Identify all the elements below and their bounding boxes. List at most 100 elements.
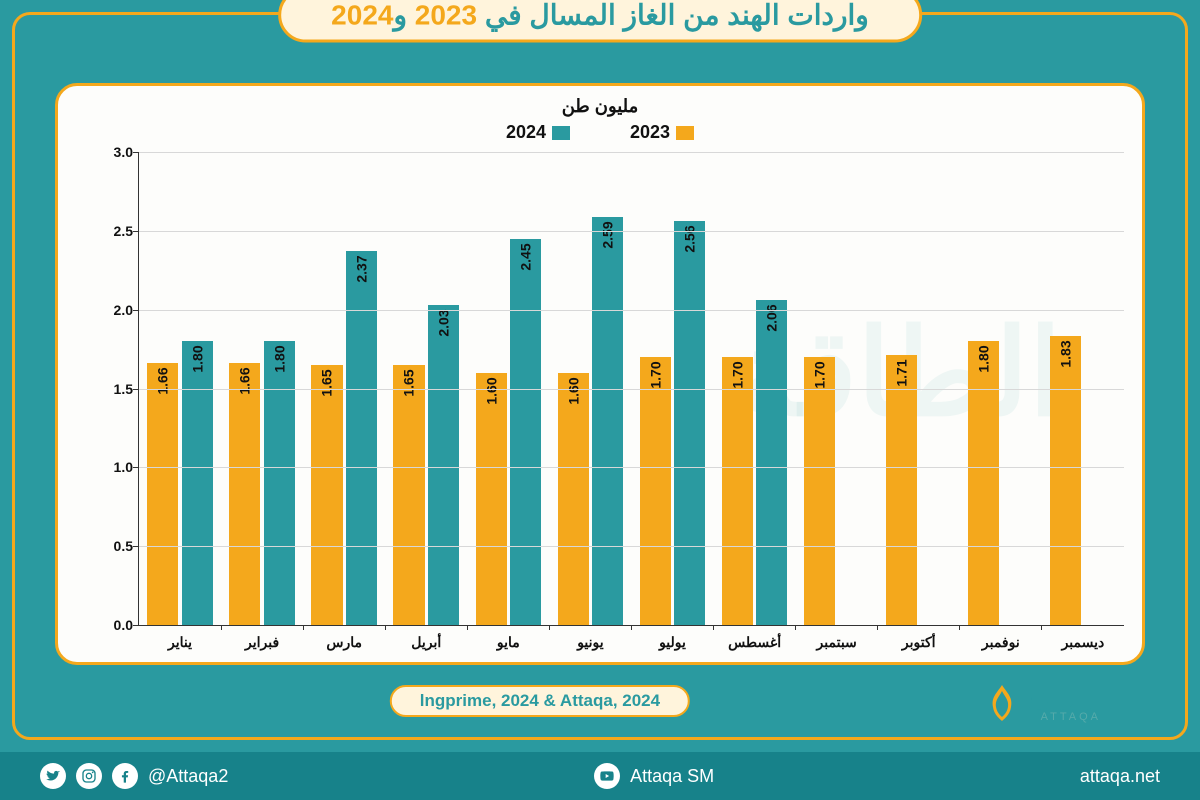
- x-axis-month-label: يناير: [139, 634, 221, 651]
- y-tick: [133, 546, 139, 547]
- bar-value-label: 1.80: [271, 346, 287, 373]
- chart-title: واردات الهند من الغاز المسال في 2023 و20…: [331, 0, 869, 31]
- bar-value-label: 1.60: [483, 377, 499, 404]
- facebook-icon: [112, 763, 138, 789]
- y-tick: [133, 152, 139, 153]
- bar-value-label: 1.66: [237, 368, 253, 395]
- source-text: lngprime, 2024 & Attaqa, 2024: [420, 691, 660, 710]
- x-axis-month-label: أبريل: [385, 634, 467, 651]
- bar-2023: 1.66: [229, 363, 260, 625]
- bar-value-label: 1.80: [976, 346, 992, 373]
- bar-2023: 1.60: [558, 373, 589, 625]
- y-tick: [133, 625, 139, 626]
- x-axis-month-label: فبراير: [221, 634, 303, 651]
- bar-value-label: 1.70: [811, 361, 827, 388]
- footer-social-mid: Attaqa SM: [594, 763, 714, 789]
- bar-value-label: 1.70: [729, 361, 745, 388]
- bar-value-label: 1.80: [189, 346, 205, 373]
- footer-site-text: attaqa.net: [1080, 766, 1160, 787]
- grid-line: [139, 152, 1124, 153]
- x-axis-month-label: يونيو: [549, 634, 631, 651]
- brand-name-en: ATTAQA: [1041, 711, 1101, 723]
- x-axis-month-label: أغسطس: [714, 634, 796, 651]
- legend-label-2024: 2024: [506, 122, 546, 143]
- x-axis-month-label: أكتوبر: [878, 634, 960, 651]
- x-tick: [303, 625, 304, 630]
- footer-youtube-name: Attaqa SM: [630, 766, 714, 787]
- title-year-2: 2024: [331, 0, 393, 31]
- bar-2023: 1.60: [476, 373, 507, 625]
- bar-2024: 2.37: [346, 251, 377, 625]
- grid-line: [139, 389, 1124, 390]
- grid-line: [139, 310, 1124, 311]
- bar-value-label: 2.03: [436, 309, 452, 336]
- bar-2024: 2.59: [592, 217, 623, 625]
- bar-2023: 1.70: [722, 357, 753, 625]
- bar-value-label: 1.71: [894, 360, 910, 387]
- x-axis-month-label: ديسمبر: [1042, 634, 1124, 651]
- y-tick: [133, 467, 139, 468]
- title-prefix: واردات الهند من الغاز المسال في: [477, 0, 869, 31]
- y-tick-label: 3.0: [99, 144, 133, 160]
- youtube-icon: [594, 763, 620, 789]
- bar-2023: 1.80: [968, 341, 999, 625]
- outer-frame: واردات الهند من الغاز المسال في 2023 و20…: [12, 12, 1188, 740]
- bar-2024: 2.06: [756, 300, 787, 625]
- bar-2023: 1.66: [147, 363, 178, 625]
- legend: 2024 2023: [58, 122, 1142, 143]
- legend-swatch-2023: [676, 126, 694, 140]
- x-tick: [713, 625, 714, 630]
- grid-line: [139, 467, 1124, 468]
- title-and: و: [393, 0, 414, 31]
- y-tick: [133, 389, 139, 390]
- bar-value-label: 2.59: [600, 221, 616, 248]
- twitter-icon: [40, 763, 66, 789]
- instagram-icon: [76, 763, 102, 789]
- x-axis-month-label: مارس: [303, 634, 385, 651]
- y-tick-label: 1.0: [99, 459, 133, 475]
- y-tick-label: 1.5: [99, 381, 133, 397]
- bar-value-label: 1.65: [401, 369, 417, 396]
- x-tick: [1041, 625, 1042, 630]
- x-axis-month-label: نوفمبر: [960, 634, 1042, 651]
- legend-item-2023: 2023: [630, 122, 694, 143]
- grid-line: [139, 231, 1124, 232]
- plot-area-wrap: 1.661.80يناير1.661.80فبراير1.652.37مارس1…: [98, 152, 1124, 626]
- x-tick: [959, 625, 960, 630]
- x-axis-month-label: مايو: [467, 634, 549, 651]
- title-year-1: 2023: [415, 0, 477, 31]
- y-tick-label: 0.0: [99, 617, 133, 633]
- bar-2024: 2.03: [428, 305, 459, 625]
- x-axis-month-label: سبتمبر: [796, 634, 878, 651]
- x-tick: [221, 625, 222, 630]
- legend-label-2023: 2023: [630, 122, 670, 143]
- legend-swatch-2024: [552, 126, 570, 140]
- y-tick: [133, 310, 139, 311]
- bar-2023: 1.83: [1050, 336, 1081, 625]
- bar-value-label: 1.70: [647, 361, 663, 388]
- grid-line: [139, 546, 1124, 547]
- legend-item-2024: 2024: [506, 122, 570, 143]
- y-tick-label: 2.0: [99, 302, 133, 318]
- footer-site: attaqa.net: [1080, 766, 1160, 787]
- plot-area: 1.661.80يناير1.661.80فبراير1.652.37مارس1…: [138, 152, 1124, 626]
- x-tick: [795, 625, 796, 630]
- flame-icon: [987, 683, 1017, 723]
- x-tick: [877, 625, 878, 630]
- x-tick: [467, 625, 468, 630]
- footer-social-left: @Attaqa2: [40, 763, 228, 789]
- bar-2023: 1.70: [804, 357, 835, 625]
- bar-2023: 1.71: [886, 355, 917, 625]
- bar-2024: 2.56: [674, 221, 705, 625]
- x-tick: [385, 625, 386, 630]
- footer-bar: @Attaqa2 Attaqa SM attaqa.net: [0, 752, 1200, 800]
- x-axis-month-label: يوليو: [631, 634, 713, 651]
- y-axis-unit-label: مليون طن: [562, 96, 639, 117]
- bar-value-label: 2.45: [518, 243, 534, 270]
- brand-logo: الطاقة ATTAQA: [987, 683, 1105, 723]
- bar-value-label: 1.65: [319, 369, 335, 396]
- y-tick-label: 0.5: [99, 538, 133, 554]
- x-tick: [549, 625, 550, 630]
- title-pill: واردات الهند من الغاز المسال في 2023 و20…: [278, 0, 922, 43]
- bar-value-label: 1.66: [155, 368, 171, 395]
